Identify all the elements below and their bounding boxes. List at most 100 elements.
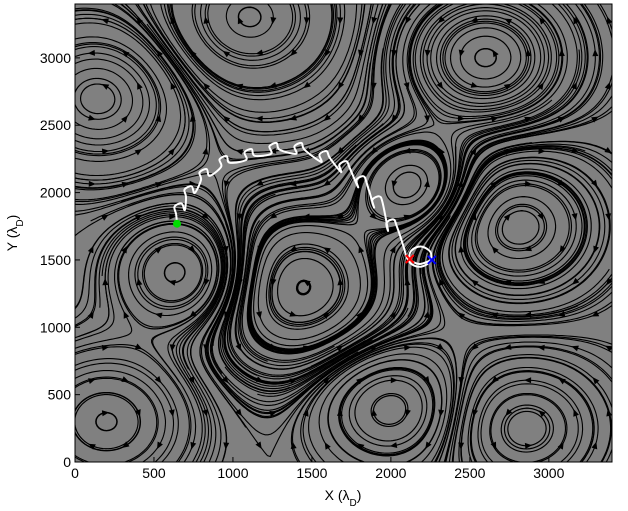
stream-arrow xyxy=(222,245,229,254)
stream-arrow xyxy=(558,378,566,385)
streamline xyxy=(207,4,294,55)
streamline xyxy=(75,52,151,146)
streamline xyxy=(75,208,226,462)
streamline xyxy=(434,143,612,322)
streamline xyxy=(207,94,612,411)
streamline xyxy=(143,4,366,123)
stream-arrow xyxy=(438,409,445,417)
stream-arrow xyxy=(557,311,566,317)
x-label-main: X (λ xyxy=(325,487,350,503)
stream-arrow xyxy=(537,344,545,351)
stream-arrow xyxy=(269,82,277,88)
streamline xyxy=(75,369,167,462)
stream-arrow xyxy=(524,377,532,384)
stream-arrow xyxy=(323,114,331,121)
stream-arrow xyxy=(322,312,330,320)
streamline xyxy=(419,4,612,275)
streamline xyxy=(467,366,599,462)
streamline xyxy=(75,41,162,157)
stream-arrow xyxy=(558,49,565,57)
streamline xyxy=(210,4,390,374)
streamline xyxy=(448,341,612,462)
streamline xyxy=(407,4,596,317)
y-tick-label: 2500 xyxy=(40,117,71,133)
stream-arrow xyxy=(168,279,176,286)
stream-arrow xyxy=(87,311,94,319)
stream-arrow xyxy=(323,247,331,254)
stream-arrow xyxy=(371,408,378,417)
stream-arrow xyxy=(336,212,344,219)
stream-arrow xyxy=(423,376,430,384)
stream-arrow xyxy=(573,409,579,417)
streamline xyxy=(441,150,612,313)
x-marker xyxy=(405,254,415,264)
streamline xyxy=(221,4,409,387)
stream-arrow xyxy=(423,310,430,319)
stream-arrow xyxy=(155,114,162,123)
stream-arrow xyxy=(470,82,479,88)
stream-arrow xyxy=(403,82,410,90)
y-tick-label: 2000 xyxy=(40,185,71,201)
streamline xyxy=(160,4,346,101)
stream-arrow xyxy=(438,16,446,24)
stream-arrow xyxy=(436,343,444,350)
streamline xyxy=(75,43,160,155)
streamline xyxy=(75,36,168,162)
streamline xyxy=(239,4,439,362)
stream-arrow xyxy=(358,245,365,254)
streamline xyxy=(75,58,144,140)
stream-arrow xyxy=(606,277,612,286)
stream-arrow xyxy=(190,441,197,450)
streamline xyxy=(375,105,612,347)
stream-arrow xyxy=(537,82,544,90)
streamline xyxy=(224,4,412,383)
stream-arrow xyxy=(606,408,612,417)
stream-arrow xyxy=(155,312,163,319)
stream-arrow xyxy=(87,49,95,56)
streamline xyxy=(149,4,358,113)
streamline xyxy=(469,370,595,462)
streamline xyxy=(75,358,179,462)
streamline xyxy=(166,4,338,93)
stream-arrow xyxy=(270,16,277,25)
streamline xyxy=(300,342,455,462)
stream-arrow xyxy=(237,16,244,25)
streamline xyxy=(318,353,448,462)
streamline xyxy=(75,46,157,153)
streamline xyxy=(444,335,612,462)
stream-arrow xyxy=(470,16,479,23)
stream-arrow xyxy=(524,442,533,449)
stream-arrow xyxy=(255,49,264,56)
streamline xyxy=(432,140,612,326)
streamline xyxy=(219,4,404,390)
stream-arrow xyxy=(88,114,96,121)
streamline xyxy=(75,377,158,462)
streamline xyxy=(75,17,186,181)
stream-arrow xyxy=(101,83,110,90)
streamline xyxy=(75,22,182,177)
stream-arrow xyxy=(324,49,331,57)
stream-arrow xyxy=(168,409,175,417)
stream-arrow xyxy=(88,443,96,450)
start-marker xyxy=(173,219,182,228)
stream-arrow xyxy=(606,16,612,25)
stream-arrow xyxy=(101,410,110,417)
x-label-end: ) xyxy=(357,487,362,503)
streamline xyxy=(480,383,579,462)
stream-arrow xyxy=(324,442,331,450)
y-tick-label: 3000 xyxy=(40,50,71,66)
x-axis-label: X (λD) xyxy=(325,487,362,509)
stream-arrow xyxy=(337,17,344,25)
trajectory-layer xyxy=(173,141,437,268)
stream-arrow xyxy=(557,179,565,187)
y-label-sub: D xyxy=(15,219,26,226)
stream-arrow xyxy=(538,410,546,418)
stream-arrow xyxy=(491,375,499,383)
streamline xyxy=(409,4,563,123)
y-label-main: Y (λ xyxy=(4,227,20,252)
stream-arrow xyxy=(592,49,599,57)
streamline xyxy=(239,4,421,285)
y-tick-label: 0 xyxy=(63,454,71,470)
stream-arrow xyxy=(457,115,465,122)
streamline xyxy=(438,147,612,317)
